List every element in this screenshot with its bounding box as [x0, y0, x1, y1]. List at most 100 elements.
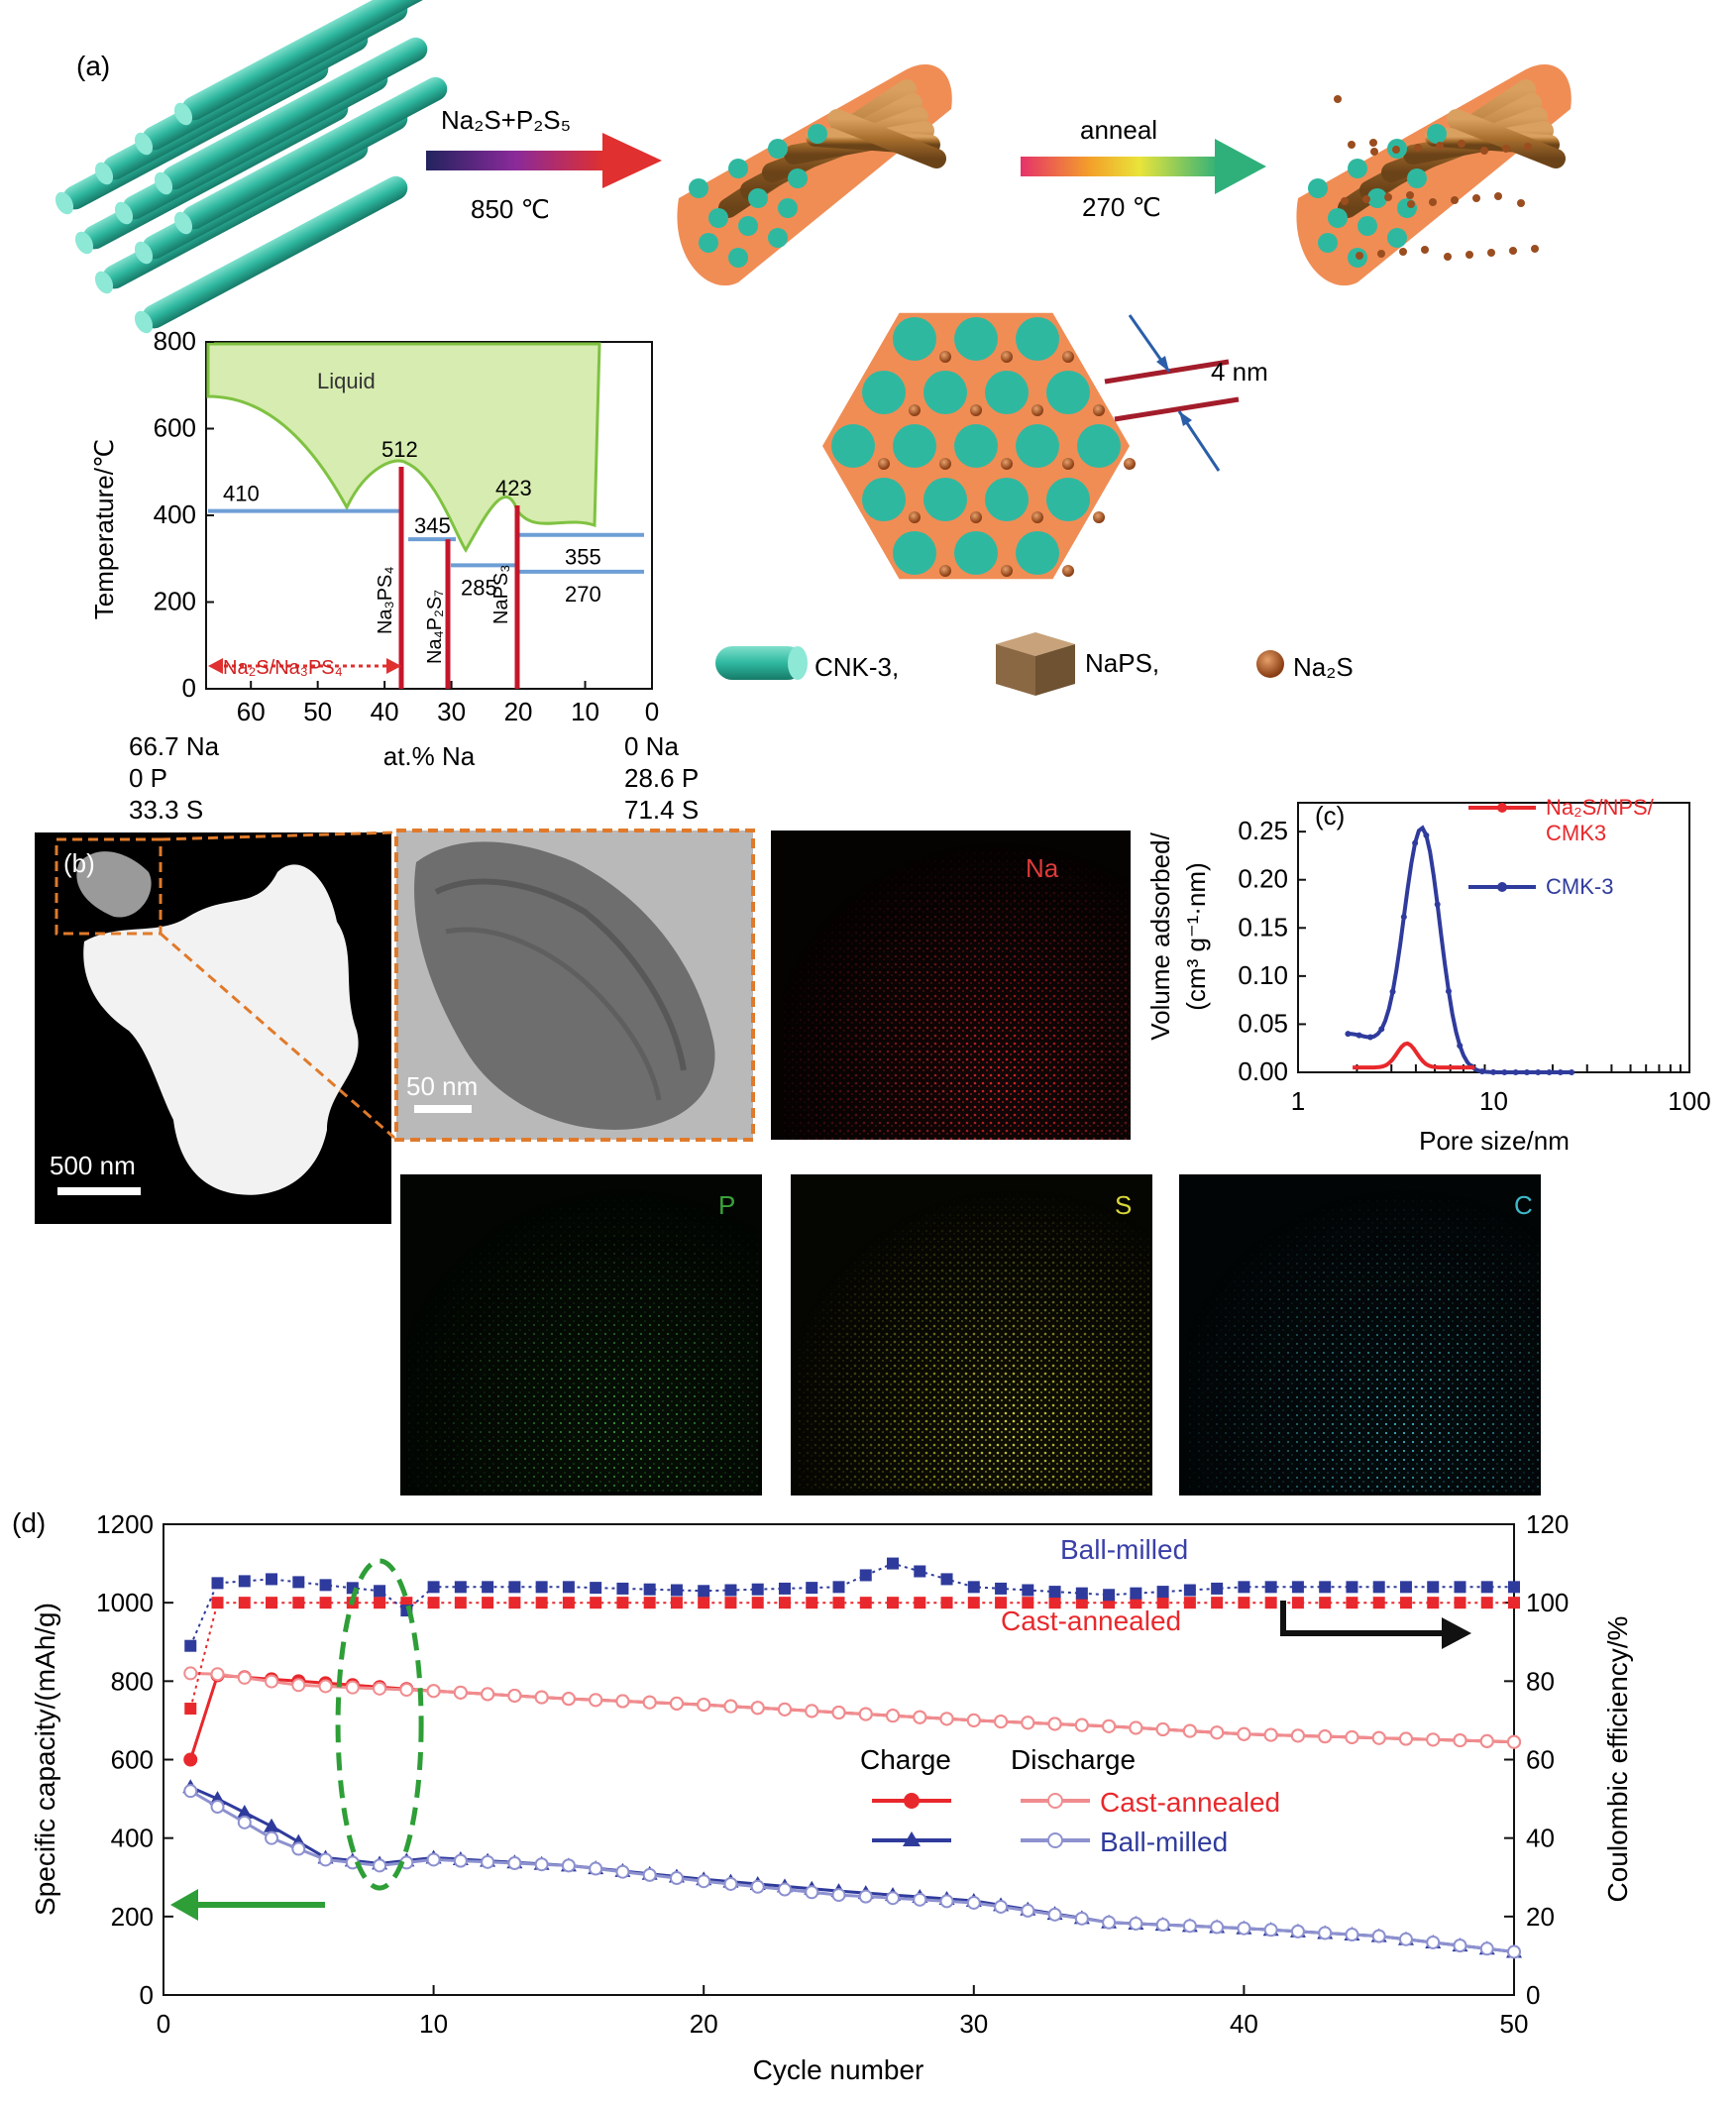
cycling-y2label: Coulombic efficiency/%	[1602, 1616, 1633, 1903]
data-point	[507, 1688, 522, 1703]
pore-point-cmk3	[1569, 1069, 1575, 1075]
data-point	[994, 1715, 1009, 1729]
carbon-rod	[827, 109, 946, 168]
data-point	[1371, 1730, 1386, 1745]
data-point	[859, 1597, 872, 1609]
cnk3-pore	[1387, 228, 1407, 248]
legend-charge-blue-marker	[903, 1831, 921, 1846]
data-point	[426, 1684, 441, 1699]
pore-chart-frame	[1297, 802, 1690, 1073]
region-arrow-head-right	[386, 658, 401, 674]
data-point	[914, 1565, 926, 1578]
data-point	[561, 1858, 576, 1873]
hexagon-pore	[954, 317, 998, 361]
data-point	[1399, 1581, 1412, 1594]
pore-curve-na2s-nps	[1353, 1041, 1475, 1070]
legend-row-cast-annealed: Cast-annealed	[1100, 1787, 1280, 1818]
cnk3-pore	[1348, 159, 1367, 178]
data-point	[777, 1882, 792, 1897]
data-point	[319, 1579, 332, 1592]
scale-bar-500nm: 500 nm	[50, 1151, 136, 1180]
na2s-dot	[1362, 195, 1370, 203]
data-point	[940, 1573, 953, 1586]
na2s-dot	[1480, 147, 1488, 155]
phase-name-label: Na₄P₂S₇	[424, 590, 446, 664]
data-point	[1021, 1903, 1035, 1918]
filled-composite-illustration	[677, 63, 952, 286]
data-point	[1156, 1586, 1169, 1599]
phase-x-tick-label: 10	[571, 697, 599, 726]
data-point	[750, 1701, 765, 1716]
right-comp-p: 28.6 P	[624, 763, 699, 793]
cycling-y2-tick-label: 20	[1526, 1902, 1555, 1932]
data-point	[1238, 1597, 1250, 1609]
cnk3-pore	[1308, 178, 1328, 198]
data-point	[967, 1581, 980, 1594]
data-point	[1319, 1597, 1332, 1609]
data-point	[1398, 1932, 1413, 1946]
data-point	[184, 1703, 197, 1716]
data-point	[1264, 1597, 1277, 1609]
panel-c-label: (c)	[1315, 801, 1345, 831]
pore-x-tick-label: 10	[1479, 1086, 1508, 1116]
hexagon-pore	[862, 371, 906, 414]
data-point	[292, 1597, 305, 1609]
pore-x-tick-label: 1	[1291, 1086, 1305, 1116]
hexagon-pore	[1077, 424, 1121, 468]
data-point	[1372, 1597, 1385, 1609]
stem-image	[35, 831, 395, 1224]
cylinder-body	[162, 37, 428, 190]
pore-size-label: 4 nm	[1211, 357, 1268, 387]
phase-ylabel: Temperature/℃	[89, 439, 119, 619]
step1-temperature: 850 ℃	[471, 194, 550, 224]
na2s-dot	[1369, 139, 1377, 147]
data-point	[508, 1597, 521, 1609]
right-axis-arrow	[1280, 1601, 1452, 1636]
legend-na2s-label: Na₂S	[1293, 652, 1354, 682]
data-point	[373, 1681, 387, 1696]
hexagon-na2s	[970, 404, 982, 416]
cnk3-pore	[1427, 124, 1447, 144]
cycling-y-tick-label: 400	[111, 1824, 154, 1853]
na2s-dot	[1392, 146, 1400, 154]
data-point	[237, 1815, 252, 1829]
data-point	[1454, 1597, 1466, 1609]
data-point	[481, 1854, 495, 1869]
data-point	[1479, 1733, 1494, 1748]
cylinder-icon	[715, 646, 808, 680]
cycling-chart: 0 10 20 30 40 5002004006008001000120002040608…	[96, 1509, 1569, 2039]
hexagon-pore	[831, 424, 875, 468]
data-point	[1129, 1720, 1143, 1735]
phase-x-tick-label: 40	[371, 697, 399, 726]
cycling-x-tick-label: 0	[157, 2009, 170, 2039]
series-line-cast-annealed-ce	[189, 1602, 1514, 1710]
na2s-dot	[1370, 148, 1378, 156]
data-point	[669, 1871, 684, 1886]
data-point	[1453, 1939, 1467, 1953]
left-axis-arrow-head	[170, 1889, 198, 1921]
pore-y-tick-label: 0.25	[1238, 816, 1288, 845]
pore-ylabel-1: Volume adsorbed/	[1145, 831, 1175, 1040]
liquid-label: Liquid	[317, 369, 376, 393]
data-point	[1074, 1911, 1089, 1926]
na2s-dot	[1407, 200, 1415, 208]
legend-discharge-header: Discharge	[1011, 1744, 1136, 1775]
hexagon-pore	[954, 531, 998, 575]
data-point	[751, 1597, 764, 1609]
phase-diagram: 0 200 400 600 800 60 50 40 30 20 10 0 410 512 345 423 28…	[154, 326, 660, 726]
na2s-dot	[1341, 197, 1349, 205]
cycling-y2-tick-label: 120	[1526, 1509, 1569, 1539]
phase-xlabel: at.% Na	[383, 741, 476, 771]
hexagon-pore	[862, 478, 906, 521]
hexagon-na2s	[1001, 458, 1013, 470]
na2s-dot	[1494, 192, 1502, 200]
data-point	[590, 1582, 602, 1595]
data-point	[1480, 1581, 1493, 1594]
data-point	[1102, 1718, 1117, 1733]
map-na-label: Na	[1026, 853, 1059, 883]
data-point	[698, 1597, 710, 1609]
cnk3-pore	[689, 178, 708, 198]
data-point	[1426, 1732, 1441, 1747]
na2s-dot	[1472, 194, 1480, 202]
data-point	[1048, 1586, 1061, 1599]
